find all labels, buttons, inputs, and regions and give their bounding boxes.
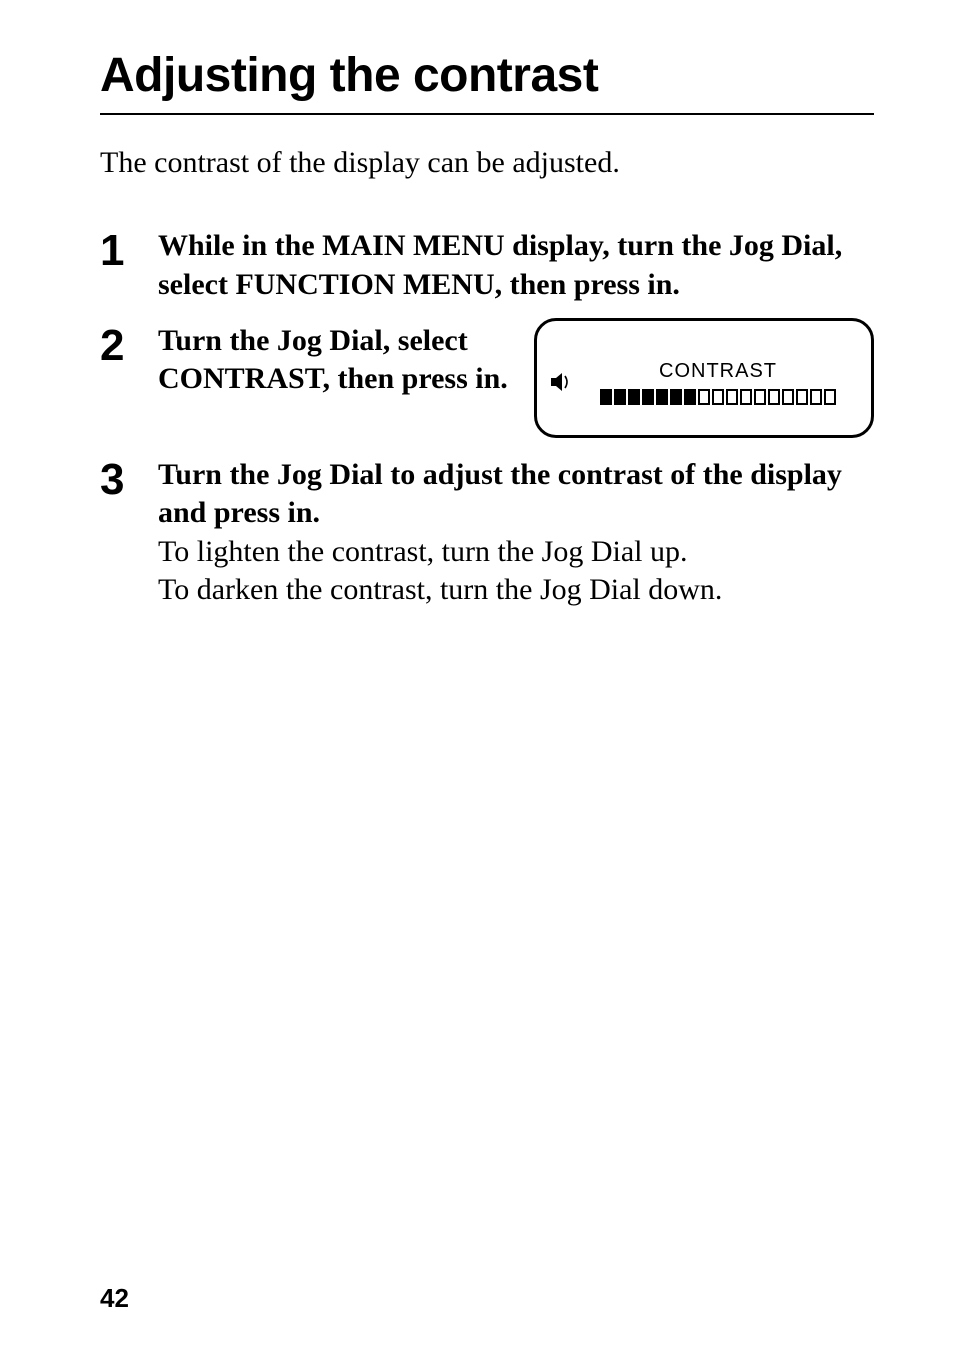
- contrast-seg-filled: [642, 389, 654, 405]
- page-title: Adjusting the contrast: [100, 50, 874, 103]
- step-3-text: Turn the Jog Dial to adjust the contrast…: [158, 458, 842, 529]
- page-number: 42: [100, 1283, 129, 1314]
- step-1-text: While in the MAIN MENU display, turn the…: [158, 229, 842, 300]
- contrast-seg-filled: [614, 389, 626, 405]
- intro-text: The contrast of the display can be adjus…: [100, 143, 874, 184]
- step-number: 3: [100, 458, 158, 502]
- step-3-hint-2: To darken the contrast, turn the Jog Dia…: [158, 573, 722, 606]
- contrast-seg-empty: [726, 389, 738, 405]
- contrast-seg-empty: [740, 389, 752, 405]
- contrast-seg-empty: [712, 389, 724, 405]
- contrast-seg-filled: [628, 389, 640, 405]
- lcd-label: CONTRAST: [583, 359, 853, 385]
- contrast-seg-empty: [782, 389, 794, 405]
- title-rule: [100, 113, 874, 115]
- step-2-text: Turn the Jog Dial, select CONTRAST, then…: [158, 324, 508, 395]
- contrast-seg-empty: [810, 389, 822, 405]
- step-2: 2 Turn the Jog Dial, select CONTRAST, th…: [100, 322, 874, 438]
- step-3-hint-1: To lighten the contrast, turn the Jog Di…: [158, 535, 687, 568]
- contrast-seg-empty: [796, 389, 808, 405]
- contrast-seg-empty: [768, 389, 780, 405]
- contrast-seg-empty: [698, 389, 710, 405]
- contrast-seg-empty: [824, 389, 836, 405]
- contrast-seg-filled: [670, 389, 682, 405]
- contrast-seg-empty: [754, 389, 766, 405]
- steps-list: 1 While in the MAIN MENU display, turn t…: [100, 227, 874, 609]
- contrast-bar: [583, 389, 853, 405]
- speaker-icon: [551, 372, 573, 392]
- contrast-seg-filled: [684, 389, 696, 405]
- step-1: 1 While in the MAIN MENU display, turn t…: [100, 227, 874, 304]
- step-number: 1: [100, 229, 158, 273]
- contrast-seg-filled: [656, 389, 668, 405]
- contrast-seg-filled: [600, 389, 612, 405]
- step-number: 2: [100, 324, 158, 368]
- step-3: 3 Turn the Jog Dial to adjust the contra…: [100, 456, 874, 610]
- lcd-panel: CONTRAST: [534, 318, 874, 438]
